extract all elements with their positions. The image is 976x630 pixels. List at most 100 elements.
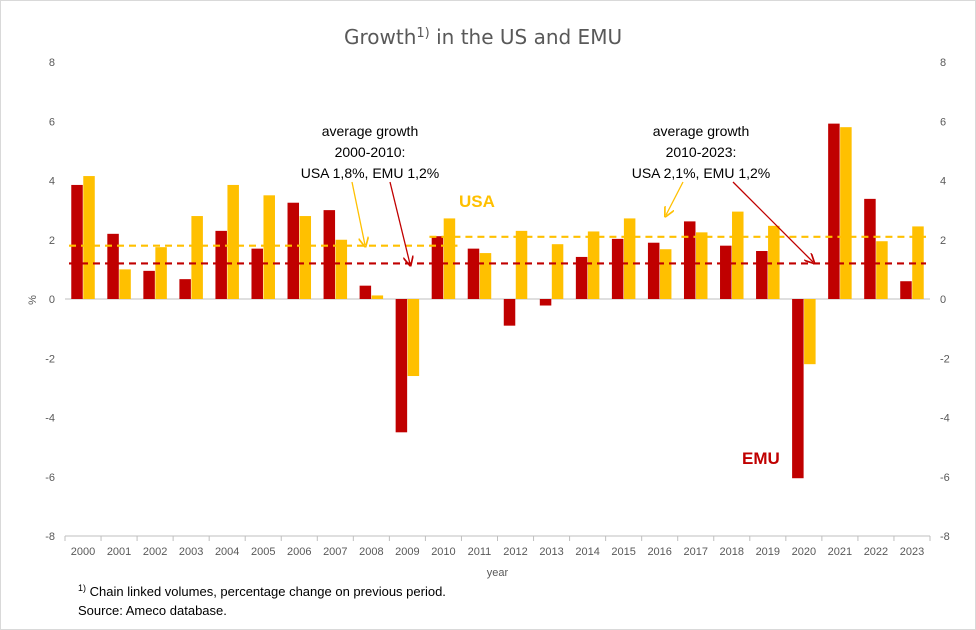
x-tick-label: 2013 — [539, 546, 563, 558]
bar-emu-2018 — [720, 245, 732, 299]
bar-emu-2002 — [143, 270, 155, 299]
bar-emu-2003 — [179, 279, 191, 299]
x-tick-label: 2023 — [900, 546, 924, 558]
y-tick-label-left: 4 — [49, 176, 55, 188]
bar-usa-2004 — [227, 184, 239, 299]
x-tick-label: 2021 — [828, 546, 852, 558]
x-tick-label: 2001 — [107, 546, 131, 558]
x-tick-label: 2000 — [71, 546, 95, 558]
x-tick-label: 2004 — [215, 546, 239, 558]
annotation-1-line-3: USA 1,8%, EMU 1,2% — [301, 165, 440, 181]
bar-emu-2008 — [359, 285, 372, 299]
bar-emu-2013 — [539, 299, 552, 306]
x-tick-label: 2018 — [720, 546, 744, 558]
bar-usa-2000 — [83, 176, 95, 299]
y-tick-label-right: 8 — [940, 57, 946, 69]
bar-emu-2009 — [395, 299, 408, 433]
y-tick-label-right: -2 — [940, 353, 950, 365]
chart-title: Growth1) in the US and EMU — [344, 25, 622, 49]
x-tick-label: 2010 — [431, 546, 455, 558]
bar-usa-2019 — [768, 225, 780, 299]
y-axis-title: % — [27, 295, 39, 305]
bar-usa-2011 — [479, 253, 492, 299]
bar-usa-2008 — [371, 295, 384, 299]
x-tick-label: 2012 — [503, 546, 527, 558]
x-tick-label: 2014 — [575, 546, 599, 558]
x-axis-title: year — [487, 567, 509, 579]
bar-usa-2009 — [407, 299, 420, 377]
bar-emu-2001 — [107, 233, 119, 299]
y-tick-label-left: -4 — [45, 413, 55, 425]
bar-usa-2018 — [732, 211, 744, 299]
y-tick-label-left: 0 — [49, 294, 55, 306]
y-tick-label-left: -8 — [45, 531, 55, 543]
bar-emu-2016 — [647, 242, 660, 299]
annotation-1-line-2: 2000-2010: — [335, 144, 406, 160]
bar-usa-2005 — [263, 195, 275, 299]
arrow-emu-2000-2010 — [389, 181, 410, 264]
bar-emu-2010 — [431, 236, 444, 299]
x-tick-label: 2007 — [323, 546, 347, 558]
bar-emu-2012 — [503, 299, 516, 326]
bar-usa-2015 — [623, 218, 636, 299]
bar-emu-2021 — [828, 123, 840, 300]
bar-emu-2004 — [215, 230, 227, 299]
bar-usa-2010 — [443, 218, 456, 299]
y-tick-label-right: -4 — [940, 413, 950, 425]
bar-emu-2022 — [864, 198, 876, 299]
x-tick-label: 2011 — [468, 546, 492, 558]
y-tick-label-right: 4 — [940, 176, 946, 188]
x-tick-label: 2003 — [179, 546, 203, 558]
bar-emu-2007 — [323, 210, 336, 299]
bar-emu-2011 — [467, 248, 480, 299]
bar-emu-2015 — [611, 238, 624, 299]
y-tick-label-left: 6 — [49, 116, 55, 128]
x-tick-label: 2017 — [683, 546, 707, 558]
bar-usa-2017 — [695, 232, 708, 299]
x-tick-label: 2015 — [611, 546, 635, 558]
footnote-source: Source: Ameco database. — [78, 603, 227, 618]
bar-usa-2003 — [191, 216, 203, 299]
x-tick-label: 2022 — [864, 546, 888, 558]
bar-usa-2013 — [551, 244, 564, 299]
x-tick-label: 2020 — [792, 546, 816, 558]
x-tick-label: 2009 — [395, 546, 419, 558]
x-tick-label: 2019 — [756, 546, 780, 558]
bar-emu-2019 — [756, 251, 768, 299]
y-tick-label-right: -8 — [940, 531, 950, 543]
x-tick-label: 2008 — [359, 546, 383, 558]
y-tick-label-left: 2 — [49, 235, 55, 247]
bar-usa-2002 — [155, 247, 167, 299]
bar-usa-2014 — [587, 231, 600, 299]
y-tick-label-left: -6 — [45, 472, 55, 484]
bar-usa-2001 — [119, 269, 131, 299]
bar-usa-2012 — [515, 230, 528, 299]
bar-usa-2006 — [299, 216, 312, 299]
x-tick-label: 2016 — [647, 546, 671, 558]
bar-emu-2000 — [71, 184, 83, 299]
bar-emu-2014 — [575, 256, 588, 299]
bar-emu-2005 — [251, 248, 263, 299]
bar-emu-2020 — [792, 299, 804, 479]
y-tick-label-left: -2 — [45, 353, 55, 365]
arrow-usa-2000-2010 — [351, 181, 365, 245]
annotation-2-line-2: 2010-2023: — [666, 144, 737, 160]
bar-usa-2022 — [876, 241, 888, 299]
bar-usa-2021 — [840, 127, 852, 299]
x-tick-label: 2002 — [143, 546, 167, 558]
x-tick-label: 2005 — [251, 546, 275, 558]
series-label-usa: USA — [459, 192, 495, 211]
bar-usa-2020 — [804, 299, 816, 365]
bar-emu-2006 — [287, 202, 300, 299]
arrow-emu-2010-2023 — [732, 181, 813, 262]
annotation-2-line-1: average growth — [653, 123, 750, 139]
annotation-1-line-1: average growth — [322, 123, 419, 139]
arrow-usa-2010-2023 — [666, 181, 684, 215]
y-tick-label-left: 8 — [49, 57, 55, 69]
y-tick-label-right: 2 — [940, 235, 946, 247]
bar-usa-2023 — [912, 226, 924, 299]
y-tick-label-right: -6 — [940, 472, 950, 484]
